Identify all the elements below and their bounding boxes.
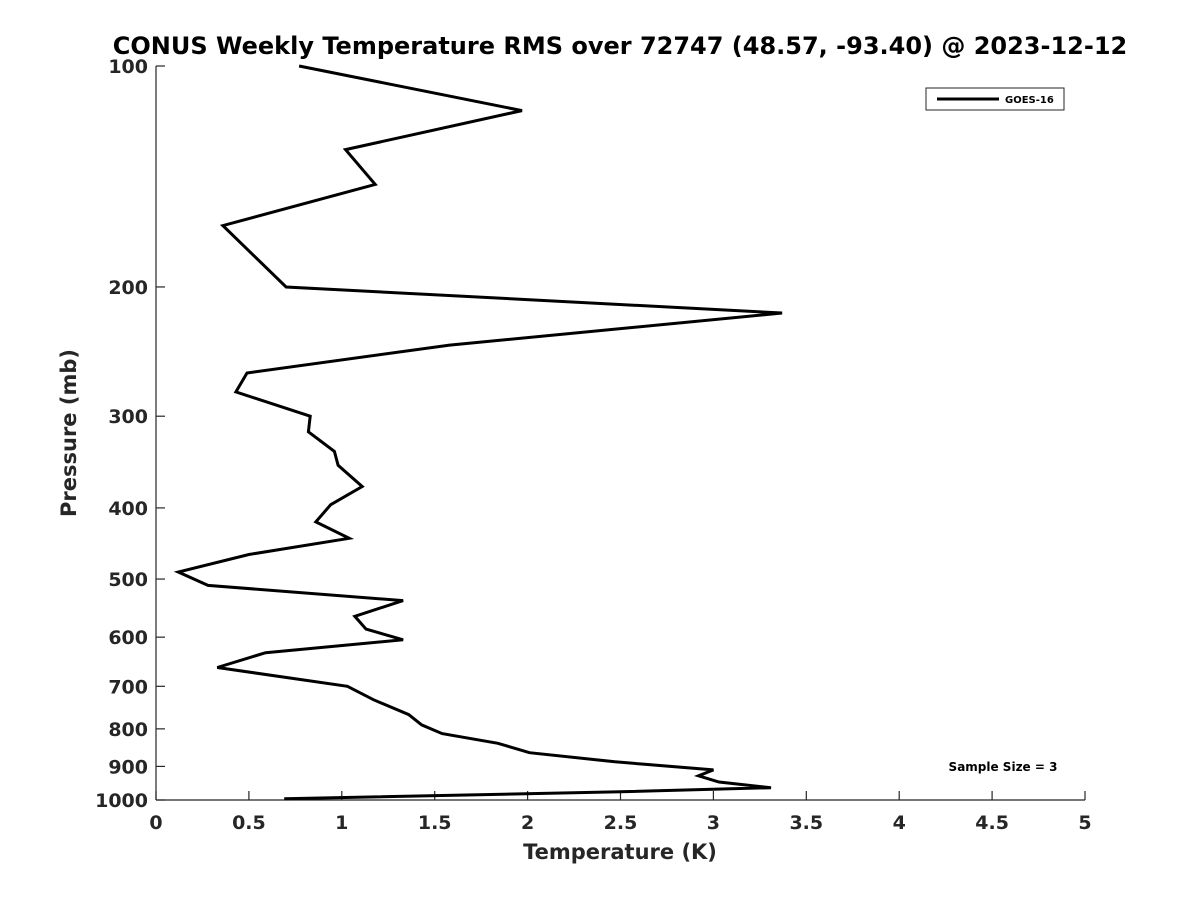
- x-tick-label: 1.5: [418, 812, 452, 834]
- plot-area: 0 0.5 1 1.5 2 2.5 3 3.5 4 4.5 5 100 200 300 400 500 600…: [95, 56, 1092, 834]
- y-tick-label: 900: [108, 756, 148, 778]
- x-tick-label: 2: [521, 812, 534, 834]
- y-tick-label: 500: [108, 569, 148, 591]
- x-tick-label: 0: [149, 812, 162, 834]
- x-tick-label: 3.5: [789, 812, 823, 834]
- legend-label-goes-16: GOES-16: [1005, 95, 1054, 106]
- y-axis-ticks: 100 200 300 400 500 600 700 800 900 1000: [95, 56, 165, 812]
- x-tick-label: 4.5: [975, 812, 1009, 834]
- y-tick-label: 1000: [95, 790, 148, 812]
- x-tick-label: 4: [893, 812, 906, 834]
- x-axis-label: Temperature (K): [523, 840, 717, 864]
- x-tick-label: 3: [707, 812, 720, 834]
- y-axis-label: Pressure (mb): [57, 349, 81, 517]
- y-tick-label: 700: [108, 676, 148, 698]
- x-tick-label: 2.5: [604, 812, 638, 834]
- x-tick-label: 5: [1078, 812, 1091, 834]
- x-axis-ticks: 0 0.5 1 1.5 2 2.5 3 3.5 4 4.5 5: [149, 791, 1092, 834]
- x-tick-label: 1: [335, 812, 348, 834]
- y-tick-label: 200: [108, 277, 148, 299]
- y-tick-label: 100: [108, 56, 148, 78]
- x-tick-label: 0.5: [232, 812, 266, 834]
- y-tick-label: 300: [108, 406, 148, 428]
- y-tick-label: 800: [108, 719, 148, 741]
- sample-size-annotation: Sample Size = 3: [949, 760, 1058, 774]
- chart-title: CONUS Weekly Temperature RMS over 72747 …: [113, 32, 1127, 60]
- y-tick-label: 600: [108, 627, 148, 649]
- legend: GOES-16: [925, 87, 1065, 111]
- series-line-goes-16: [173, 64, 783, 801]
- y-tick-label: 400: [108, 498, 148, 520]
